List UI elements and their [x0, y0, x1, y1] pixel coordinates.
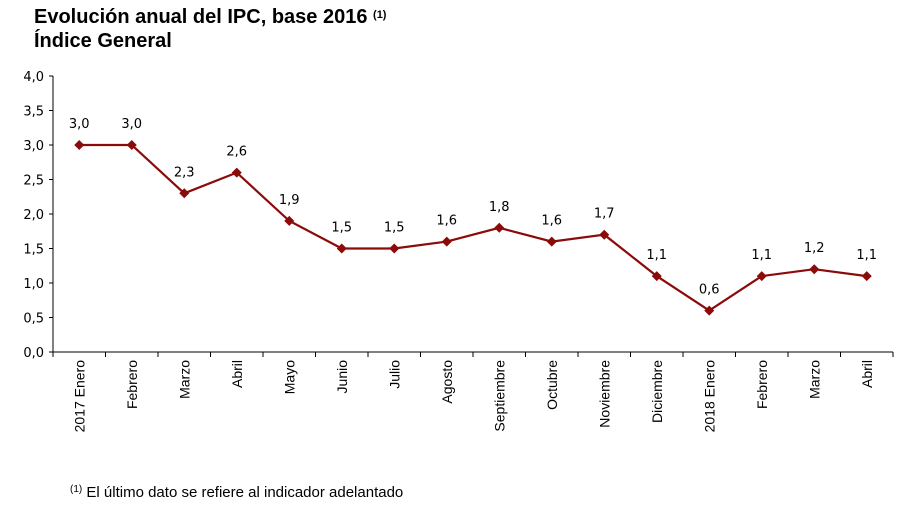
x-tick-label: Febrero	[124, 360, 140, 409]
data-point-marker	[756, 271, 767, 282]
data-label: 1,6	[436, 214, 457, 229]
chart-subtitle: Índice General	[34, 30, 172, 52]
x-tick-label: Septiembre	[491, 360, 507, 432]
data-label: 1,5	[331, 221, 352, 236]
y-tick-label: 1,0	[23, 277, 44, 292]
chart-title: Evolución anual del IPC, base 2016 (1) Í…	[34, 5, 386, 53]
y-tick-label: 4,0	[23, 70, 44, 85]
data-point-marker	[284, 215, 295, 226]
data-point-marker	[126, 140, 137, 150]
y-tick-label: 3,5	[23, 105, 44, 120]
data-point-marker	[74, 140, 85, 150]
data-label: 1,1	[646, 248, 667, 263]
data-label: 2,3	[174, 165, 195, 180]
data-label: 1,7	[594, 207, 615, 222]
data-point-marker	[651, 271, 662, 282]
x-tick-label: Marzo	[176, 360, 192, 399]
data-point-marker	[861, 271, 872, 282]
data-point-marker	[336, 243, 347, 254]
data-point-marker	[389, 243, 400, 254]
data-point-marker	[704, 305, 715, 316]
x-tick-label: Marzo	[806, 360, 822, 399]
footnote-ref: (1)	[70, 484, 83, 495]
x-tick-label: Diciembre	[649, 360, 665, 423]
title-text: Evolución anual del IPC, base 2016	[34, 6, 368, 28]
x-tick-label: Agosto	[439, 360, 455, 404]
data-point-marker	[231, 167, 242, 178]
x-tick-label: 2017 Enero	[71, 360, 87, 433]
x-tick-label: Febrero	[754, 360, 770, 409]
data-label: 0,6	[699, 283, 720, 298]
data-label: 1,8	[489, 200, 510, 215]
x-tick-label: Abril	[859, 360, 875, 388]
data-point-marker	[441, 236, 452, 247]
data-label: 1,2	[804, 241, 825, 256]
data-label: 2,6	[226, 145, 247, 160]
footnote: (1) El último dato se refiere al indicad…	[70, 484, 403, 501]
x-tick-label: Octubre	[544, 360, 560, 410]
data-point-marker	[809, 264, 820, 275]
data-point-marker	[599, 229, 610, 240]
y-tick-label: 3,0	[23, 139, 44, 154]
title-footnote-ref: (1)	[373, 9, 387, 21]
data-label: 1,6	[541, 214, 562, 229]
x-tick-label: Noviembre	[596, 360, 612, 428]
data-label: 1,9	[279, 193, 300, 208]
x-tick-label: 2018 Enero	[701, 360, 717, 433]
data-label: 3,0	[69, 117, 90, 132]
data-label: 3,0	[121, 117, 142, 132]
data-point-marker	[546, 236, 557, 247]
x-tick-label: Abril	[229, 360, 245, 388]
data-label: 1,5	[384, 221, 405, 236]
data-point-marker	[179, 188, 190, 199]
y-tick-label: 0,0	[23, 346, 44, 361]
series-line	[79, 143, 867, 312]
y-tick-label: 2,0	[23, 208, 44, 223]
y-tick-label: 0,5	[23, 312, 44, 327]
y-tick-label: 1,5	[23, 243, 44, 258]
data-point-marker	[494, 222, 505, 233]
y-tick-label: 2,5	[23, 174, 44, 189]
x-tick-label: Julio	[386, 360, 402, 389]
x-tick-label: Mayo	[281, 360, 297, 394]
x-tick-label: Junio	[334, 360, 350, 394]
data-label: 1,1	[751, 248, 772, 263]
data-label: 1,1	[856, 248, 877, 263]
footnote-text: El último dato se refiere al indicador a…	[86, 484, 404, 501]
